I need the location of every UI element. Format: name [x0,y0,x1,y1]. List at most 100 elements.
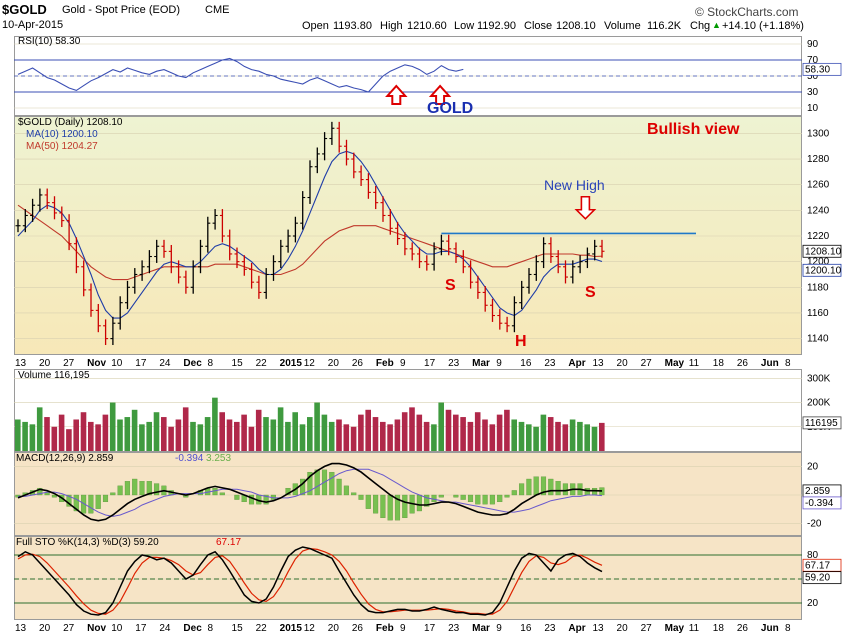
price-tick-label: 1260 [807,180,830,191]
volume-bar [438,402,444,451]
x-axis-tick-label: 9 [400,358,406,369]
volume-bar [540,414,547,451]
volume-bar [533,426,539,451]
volume-bar [168,426,174,451]
volume-tick-label: 300K [807,373,831,384]
rsi-last-value: 58.30 [805,64,830,75]
volume-bar [58,414,65,451]
volume-bar [226,419,233,451]
x-axis-tick-label: 8 [785,358,791,369]
low-label: Low [454,20,475,32]
price-tick-label: 1200 [807,257,830,268]
symbol-label: $GOLD [2,2,47,17]
sto-tick-label: 20 [807,598,819,609]
annotation-gold: GOLD [427,100,474,117]
price-label: $GOLD (Daily) 1208.10 [18,117,123,128]
x-axis-tick-label: 23 [448,358,460,369]
x-axis-tick-label: Jun [761,358,779,369]
ma50-line [17,204,603,281]
chg-value: +14.10 (+1.18%) [722,20,804,32]
volume-bar [409,407,415,451]
macd-histogram-bar [511,490,517,496]
sto-d-line [17,547,603,615]
macd-histogram-bar [460,494,466,500]
volume-bar [591,426,598,451]
low-value: 1192.90 [477,20,516,32]
volume-bar [467,421,474,451]
volume-bar [73,419,79,451]
volume-bar [562,424,569,451]
x-axis-tick-label: Mar [472,623,490,634]
open-value: 1193.80 [333,20,372,32]
volume-bar [36,407,43,451]
x-axis-tick-label: 26 [737,358,749,369]
sto-label: Full STO %K(14,3) %D(3) 59.20 [16,537,159,548]
macd-histogram-bar [373,494,379,514]
x-axis-tick-label: 27 [641,623,653,634]
volume-bar [15,419,21,451]
x-axis-tick-label: 12 [304,358,316,369]
x-axis-tick-label: 26 [352,623,364,634]
x-axis-tick-label: 10 [111,623,123,634]
watermark: © StockCharts.com [695,5,799,19]
volume-bar [328,421,335,451]
volume-bar [131,409,138,451]
annotation-bullish-view: Bullish view [647,121,740,138]
volume-bar [204,417,211,451]
volume-bar [394,419,401,451]
volume-bar [219,412,225,451]
price-tick-label: 1140 [807,334,829,345]
exchange-label: CME [205,4,230,16]
macd-last-value: 2.859 [805,486,830,497]
macd-histogram-bar [336,478,342,496]
volume-bar [95,424,101,451]
macd-signal-line [18,468,603,517]
macd-histogram-bar [519,483,525,496]
volume-bar [285,421,291,451]
close-value: 1208.10 [556,20,596,32]
macd-last-signal: -0.394 [805,498,834,509]
x-axis-tick-label: Dec [183,623,202,634]
macd-histogram-bar [592,487,598,496]
volume-bar [504,409,510,451]
volume-bar [423,421,430,451]
volume-bar [299,424,306,451]
volume-bar [416,414,423,451]
macd-histogram-bar [44,492,50,496]
volume-bar [80,412,87,451]
volume-bar [445,409,452,451]
x-axis-tick-label: 22 [256,623,268,634]
macd-histogram-bar [307,471,313,496]
volume-bar [518,421,525,451]
x-axis-tick-label: 24 [159,623,171,634]
macd-histogram-bar [329,471,335,496]
x-axis-tick-label: Feb [376,623,394,634]
volume-bar [44,417,50,451]
x-axis-tick-label: Nov [87,623,106,634]
chg-label: Chg [690,20,711,32]
x-axis-tick-label: 8 [207,623,213,634]
x-axis-tick-label: 13 [592,623,604,634]
macd-histogram-bar [117,485,123,496]
close-label: Close [524,20,553,32]
x-axis-tick-label: Jun [761,623,779,634]
x-axis-tick-label: 27 [63,623,75,634]
x-axis-tick-label: 11 [689,358,700,369]
volume-bar [569,419,576,451]
x-axis-tick-label: 27 [63,358,75,369]
volume-bar [555,421,561,451]
x-axis-tick-label: 20 [328,623,340,634]
macd-histogram-bar [526,478,532,496]
ma10-line [17,150,603,319]
price-tick-label: 1240 [807,205,830,216]
sto-last-k: 59.20 [805,573,830,584]
x-axis-tick-label: Feb [376,358,394,369]
macd-histogram-bar [110,492,116,496]
x-axis-tick-label: 13 [15,623,27,634]
ma10-label: MA(10) 1200.10 [26,129,98,140]
x-axis-tick-label: 24 [159,358,171,369]
price-last-close: 1208.10 [805,246,842,257]
x-axis-tick-label: Dec [183,358,202,369]
macd-histogram-bar [497,494,503,503]
volume-bar [365,409,371,451]
